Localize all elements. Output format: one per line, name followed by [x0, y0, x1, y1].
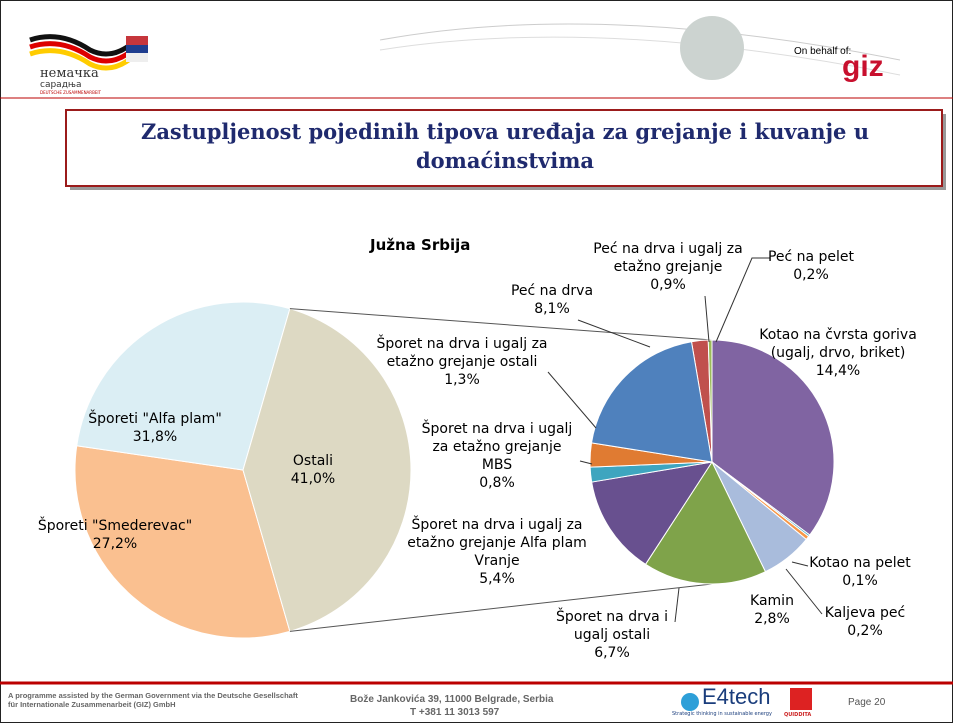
flag-stripe — [29, 41, 132, 64]
connector — [289, 583, 713, 632]
label-text: 41,0% — [290, 471, 336, 487]
slice-label: Šporet na drva i ugalj za etažno grejanj… — [392, 516, 602, 588]
slice-label: Ostali 41,0% — [263, 452, 363, 488]
page-number: Page 20 — [848, 697, 886, 708]
e4tech-tagline: Strategic thinking in sustainable energy — [672, 711, 772, 717]
logo-text: немачка — [40, 66, 99, 81]
label-text: 0,2% — [847, 623, 883, 639]
label-text: 0,8% — [479, 475, 515, 491]
label-text: Šporeti "Alfa plam" — [88, 411, 222, 427]
slice-label: Kotao na čvrsta goriva (ugalj, drvo, bri… — [748, 326, 928, 380]
label-text: Kamin — [750, 593, 794, 609]
label-text: 6,7% — [594, 645, 630, 661]
logo-text: сарадња — [40, 80, 82, 90]
label-text: Peć na pelet — [767, 249, 855, 265]
slice-label: Šporet na drva i ugalj ostali 6,7% — [537, 608, 687, 662]
slide-title: Zastupljenost pojedinih tipova uređaja z… — [141, 119, 869, 173]
leader-line — [704, 295, 710, 343]
slice-label: Peć na drva i ugalj za etažno grejanje 0,… — [588, 240, 748, 294]
label-text: Kotao na čvrsta goriva (ugalj, drvo, bri… — [759, 327, 917, 361]
flag-stripe — [29, 34, 132, 57]
label-text: 0,2% — [793, 267, 829, 283]
slice-label: Peć na pelet 0,2% — [766, 248, 856, 284]
leader-line — [577, 319, 651, 348]
label-text: Šporet na drva i ugalj za etažno grejanj… — [376, 336, 548, 370]
giz-logo: giz — [842, 50, 884, 83]
label-text: Kotao na pelet — [809, 555, 911, 571]
leader-line — [547, 371, 597, 429]
quiddita-name: QUIDDITA — [784, 712, 812, 718]
label-text: Šporet na drva i ugalj ostali — [555, 609, 669, 643]
pie-slice — [711, 339, 835, 536]
serbia-flag — [126, 53, 148, 62]
label-text: Peć na drva — [510, 283, 594, 299]
slice-label: Šporet na drva i ugalj za etažno grejanj… — [417, 420, 577, 492]
globe — [680, 16, 744, 80]
pie-slice — [74, 445, 291, 639]
on-behalf: On behalf of: — [794, 46, 852, 57]
label-text: 2,8% — [754, 611, 790, 627]
slice-label: Kotao na pelet 0,1% — [805, 554, 915, 590]
leader-line — [791, 561, 809, 567]
footer-address: Bože Jankovića 39, 11000 Belgrade, Serbi… — [350, 694, 554, 705]
e4tech-logo — [681, 693, 699, 711]
leader-line — [785, 568, 823, 615]
slice-label: Kaljeva peć 0,2% — [815, 604, 915, 640]
label-text: 0,9% — [650, 277, 686, 293]
flag-stripe — [29, 48, 132, 71]
label-text: Šporet na drva i ugalj za etažno grejanj… — [421, 421, 573, 473]
swoosh — [379, 36, 901, 76]
e4tech-name: E4tech — [702, 684, 771, 709]
leader-line — [579, 460, 593, 465]
quiddita-logo — [790, 688, 812, 710]
slice-label: Kamin 2,8% — [742, 592, 802, 628]
pie-slice — [644, 460, 767, 585]
swoosh — [379, 23, 901, 61]
slice-label: Šporeti "Alfa plam" 31,8% — [75, 410, 235, 446]
leader-line — [715, 257, 770, 343]
label-text: Peć na drva i ugalj za etažno grejanje — [593, 241, 743, 275]
pie-slice — [76, 301, 291, 471]
connector — [289, 308, 713, 341]
label-text: 0,1% — [842, 573, 878, 589]
pie-slice — [591, 461, 714, 566]
label-text: 1,3% — [444, 372, 480, 388]
chart-title: Južna Srbija — [370, 236, 471, 254]
label-text: Ostali — [292, 453, 334, 469]
logo-text: DEUTSCHE ZUSAMMENARBEIT — [40, 90, 101, 95]
label-text: 14,4% — [815, 363, 861, 379]
title-box — [65, 109, 943, 187]
label-text: 31,8% — [132, 429, 178, 445]
leader-line — [674, 587, 680, 623]
pie-slice — [590, 341, 713, 463]
footer-phone: T +381 11 3013 597 — [410, 707, 500, 718]
label-text: 5,4% — [479, 571, 515, 587]
label-text: 8,1% — [534, 301, 570, 317]
pie-slice — [242, 308, 412, 632]
serbia-flag — [126, 36, 148, 45]
slice-label: Šporet na drva i ugalj za etažno grejanj… — [372, 335, 552, 389]
label-text: Kaljeva peć — [824, 605, 906, 621]
slice-label: Peć na drva 8,1% — [502, 282, 602, 318]
label-text: Šporet na drva i ugalj za etažno grejanj… — [407, 517, 587, 569]
footer-programme: A programme assisted by the German Gover… — [8, 691, 298, 709]
label-text: Šporeti "Smederevac" — [37, 518, 193, 534]
label-text: 27,2% — [92, 536, 138, 552]
slice-label: Šporeti "Smederevac" 27,2% — [25, 517, 205, 553]
